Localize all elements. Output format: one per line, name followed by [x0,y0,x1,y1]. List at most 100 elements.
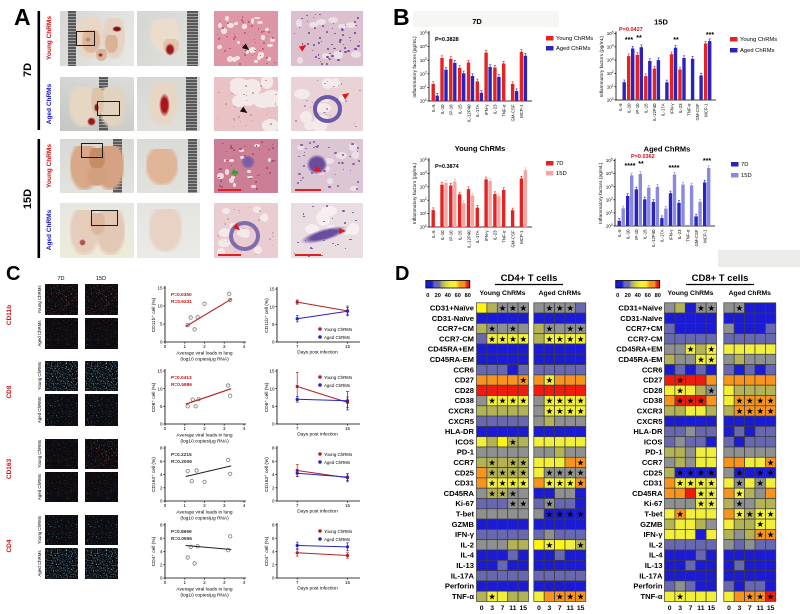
svg-text:2: 2 [272,562,275,567]
svg-text:102: 102 [607,70,614,76]
svg-text:CD28: CD28 [643,386,662,395]
svg-text:CD11b⁺ cell (%): CD11b⁺ cell (%) [151,297,157,332]
svg-text:15: 15 [157,286,163,291]
svg-text:PD-1: PD-1 [645,448,663,457]
svg-text:0: 0 [272,499,275,504]
svg-text:IL-12P40: IL-12P40 [652,103,657,121]
svg-text:★: ★ [707,303,715,313]
svg-text:7: 7 [296,580,299,585]
svg-text:★: ★ [767,406,775,416]
svg-text:15: 15 [345,580,351,585]
svg-text:CCR7+CM: CCR7+CM [626,324,663,333]
svg-text:80: 80 [655,293,661,299]
svg-text:★: ★ [519,478,527,488]
svg-text:10: 10 [157,386,163,391]
svg-text:CCR6: CCR6 [453,365,474,374]
svg-text:4: 4 [160,549,163,554]
svg-text:IFN-γ: IFN-γ [455,530,475,539]
svg-text:★: ★ [546,334,554,344]
svg-text:★: ★ [546,499,554,509]
svg-text:0: 0 [426,293,429,299]
svg-text:IL-13: IL-13 [456,561,474,570]
svg-text:Young ChRMs: Young ChRMs [324,452,353,457]
svg-text:★: ★ [556,591,564,601]
svg-text:0: 0 [272,340,275,345]
svg-text:7: 7 [748,605,752,612]
svg-text:TNF-α: TNF-α [452,592,474,601]
svg-text:Average viral loads in lung: Average viral loads in lung [176,351,233,357]
svg-text:0: 0 [160,576,163,581]
svg-text:15D: 15D [654,18,668,27]
svg-text:★: ★ [556,406,564,416]
svg-text:3: 3 [223,503,226,508]
svg-text:P=0.0413: P=0.0413 [171,375,192,381]
svg-text:IL-17A: IL-17A [661,103,666,116]
svg-text:★: ★ [687,344,695,354]
svg-text:8: 8 [160,446,163,451]
svg-text:T-bet: T-bet [456,510,475,519]
svg-text:TNF-α: TNF-α [502,104,507,117]
svg-text:15: 15 [345,344,351,349]
svg-text:Young ChRMs: Young ChRMs [324,327,353,332]
svg-text:★: ★ [577,334,585,344]
svg-text:P=0.0362: P=0.0362 [631,154,655,160]
svg-text:★: ★ [519,499,527,509]
svg-text:IL-15: IL-15 [643,229,648,239]
svg-text:★: ★ [736,303,744,313]
svg-text:4: 4 [243,426,246,431]
svg-text:Aged ChRMs: Aged ChRMs [37,550,42,577]
svg-text:IL-12P40: IL-12P40 [651,229,656,247]
svg-text:***: *** [703,158,711,165]
svg-text:★: ★ [556,509,564,519]
svg-text:HLA-DR: HLA-DR [633,427,663,436]
svg-text:CD11b⁺ cell (%): CD11b⁺ cell (%) [264,298,270,333]
svg-text:CXCR5: CXCR5 [448,417,475,426]
svg-text:0: 0 [160,340,163,345]
svg-text:★: ★ [687,478,695,488]
svg-text:IP-10: IP-10 [449,230,454,241]
svg-text:★: ★ [676,509,684,519]
svg-text:★: ★ [707,499,715,509]
svg-text:40: 40 [635,293,641,299]
svg-text:6: 6 [272,459,275,464]
svg-text:IP-10: IP-10 [635,103,640,114]
svg-text:★: ★ [546,509,554,519]
svg-text:Aged ChRMs: Aged ChRMs [539,290,582,297]
svg-text:CD4: CD4 [6,539,13,552]
svg-text:CXCR3: CXCR3 [448,407,474,416]
svg-text:IL-23: IL-23 [678,103,683,113]
svg-text:100: 100 [420,98,427,104]
svg-text:**: ** [638,161,644,168]
svg-text:5: 5 [160,404,163,409]
svg-text:★: ★ [756,530,764,540]
svg-text:Average viral loads in lung: Average viral loads in lung [176,433,233,439]
svg-text:CCR7+CM: CCR7+CM [437,324,474,333]
svg-text:★: ★ [499,334,507,344]
svg-text:15: 15 [157,369,163,374]
svg-text:GZMB: GZMB [452,520,475,529]
svg-text:IL-23: IL-23 [493,230,498,240]
svg-text:IL-15: IL-15 [644,103,649,113]
svg-text:P=0.3874: P=0.3874 [435,164,460,170]
svg-text:P=0.0350: P=0.0350 [171,292,192,298]
svg-text:15D: 15D [741,173,752,179]
svg-text:6: 6 [272,536,275,541]
svg-text:5: 5 [160,322,163,327]
svg-text:★: ★ [509,468,517,478]
svg-text:Young ChRMs: Young ChRMs [37,515,42,544]
svg-text:★: ★ [736,478,744,488]
svg-text:IL-6: IL-6 [431,230,436,238]
svg-text:10: 10 [157,304,163,309]
svg-text:★: ★ [697,488,705,498]
svg-text:ICOS: ICOS [455,437,474,446]
svg-text:T-bet: T-bet [644,510,663,519]
svg-text:★: ★ [546,406,554,416]
svg-text:GM-CSF: GM-CSF [695,103,700,120]
svg-text:★: ★ [676,591,684,601]
svg-text:Days post infection: Days post infection [297,432,338,438]
svg-text:Young ChRMs: Young ChRMs [37,361,42,390]
svg-text:Aged ChRMs: Aged ChRMs [740,48,775,54]
svg-text:★: ★ [577,396,585,406]
svg-text:7: 7 [501,605,505,612]
svg-text:IL-4: IL-4 [649,551,663,560]
